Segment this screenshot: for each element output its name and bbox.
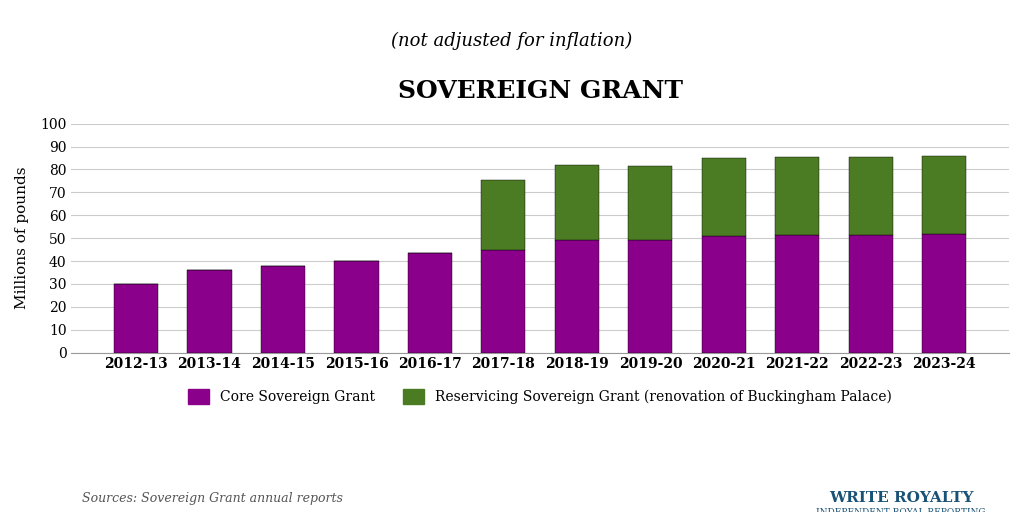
Legend: Core Sovereign Grant, Reservicing Sovereign Grant (renovation of Buckingham Pala: Core Sovereign Grant, Reservicing Sovere… xyxy=(183,384,897,410)
Bar xyxy=(629,166,673,241)
Text: Sources: Sovereign Grant annual reports: Sources: Sovereign Grant annual reports xyxy=(82,492,343,505)
Bar xyxy=(335,261,379,353)
Bar xyxy=(701,158,745,236)
Text: INDEPENDENT ROYAL REPORTING: INDEPENDENT ROYAL REPORTING xyxy=(816,507,986,512)
Text: WRITE ROYALTY: WRITE ROYALTY xyxy=(828,491,974,505)
Bar xyxy=(775,234,819,353)
Title: SOVEREIGN GRANT: SOVEREIGN GRANT xyxy=(397,79,683,103)
Text: (not adjusted for inflation): (not adjusted for inflation) xyxy=(391,32,633,50)
Bar xyxy=(261,266,305,353)
Bar xyxy=(555,165,599,241)
Bar xyxy=(555,241,599,353)
Y-axis label: Millions of pounds: Millions of pounds xyxy=(15,167,29,309)
Bar xyxy=(701,236,745,353)
Bar xyxy=(775,157,819,234)
Bar xyxy=(408,253,452,353)
Bar xyxy=(923,234,967,353)
Bar xyxy=(849,235,893,353)
Bar xyxy=(114,284,158,353)
Bar xyxy=(481,249,525,353)
Bar xyxy=(849,157,893,235)
Bar xyxy=(923,156,967,234)
Bar xyxy=(629,241,673,353)
Bar xyxy=(187,270,231,353)
Bar xyxy=(481,180,525,249)
